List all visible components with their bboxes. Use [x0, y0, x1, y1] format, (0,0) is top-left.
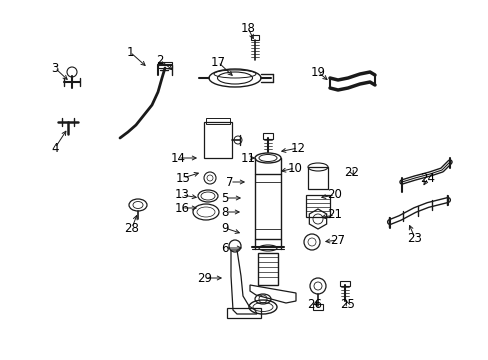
Text: 7: 7 [226, 175, 233, 189]
Text: 6: 6 [221, 242, 228, 255]
Text: 14: 14 [170, 152, 185, 165]
Text: 19: 19 [310, 66, 325, 78]
Bar [258, 253, 278, 285]
Text: 13: 13 [174, 189, 189, 202]
Text: 16: 16 [174, 202, 189, 215]
Text: 17: 17 [210, 55, 225, 68]
Bar [307, 167, 327, 189]
Text: 21: 21 [327, 208, 342, 221]
Text: 2: 2 [156, 54, 163, 67]
Text: 28: 28 [124, 221, 139, 234]
Text: 22: 22 [344, 166, 359, 179]
Text: 12: 12 [290, 141, 305, 154]
Text: 29: 29 [197, 271, 212, 284]
Text: 1: 1 [126, 45, 134, 58]
Text: 26: 26 [307, 298, 322, 311]
Bar [254, 174, 281, 239]
Text: 15: 15 [175, 171, 190, 184]
Text: 18: 18 [240, 22, 255, 35]
Bar [203, 122, 231, 158]
Bar [205, 118, 229, 124]
Text: 8: 8 [221, 206, 228, 219]
Text: 27: 27 [330, 234, 345, 247]
Text: 3: 3 [51, 62, 59, 75]
Text: 9: 9 [221, 221, 228, 234]
Bar [250, 35, 259, 40]
Text: 4: 4 [51, 141, 59, 154]
Bar [305, 195, 329, 217]
Bar [312, 304, 323, 310]
Bar [339, 281, 349, 286]
Text: 20: 20 [327, 189, 342, 202]
Text: 24: 24 [420, 171, 435, 184]
Text: 10: 10 [287, 162, 302, 175]
Text: 23: 23 [407, 231, 422, 244]
Bar [263, 133, 272, 139]
Text: 5: 5 [221, 192, 228, 204]
Text: 25: 25 [340, 298, 355, 311]
Text: 11: 11 [240, 152, 255, 165]
